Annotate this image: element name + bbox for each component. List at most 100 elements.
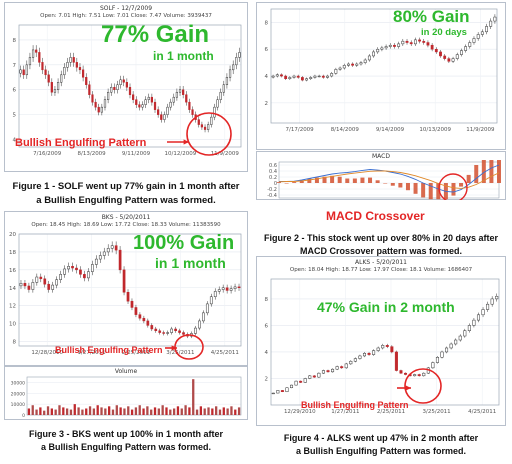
volume-bar xyxy=(31,405,34,415)
fig3-candle xyxy=(63,268,66,275)
fig2-candle xyxy=(280,74,283,77)
fig3-candle xyxy=(213,291,217,297)
fig1-candle xyxy=(88,84,91,95)
fig2-x-tick-label: 9/14/2009 xyxy=(376,127,405,133)
figure3-pattern-label: Bullish Engulfing Pattern xyxy=(55,345,163,355)
figure3-volume-title: Volume xyxy=(114,368,138,375)
fig1-candle xyxy=(175,91,179,98)
fig3-candle xyxy=(130,300,134,308)
fig1-candle xyxy=(203,126,207,130)
fig2-candle xyxy=(351,63,355,66)
fig1-candle xyxy=(50,82,53,93)
fig2-y-tick-label: 8 xyxy=(265,20,269,26)
volume-y-tick-label: 30000 xyxy=(11,380,25,386)
figure4-chart-panel: ALKS - 5/20/2011 Open: 18.04 High: 18.77… xyxy=(256,256,506,426)
fig1-candle xyxy=(207,124,210,130)
fig2-candle xyxy=(338,67,342,70)
fig3-candle xyxy=(162,332,166,334)
fig4-candle xyxy=(344,363,348,369)
fig1-candle xyxy=(125,82,128,88)
fig2-candle xyxy=(359,62,363,65)
volume-bar xyxy=(65,408,69,415)
fig1-candle xyxy=(60,74,63,83)
macd-histogram-bar xyxy=(352,178,357,183)
fig3-candle xyxy=(102,251,106,256)
fig1-candle xyxy=(85,77,88,86)
figure2-macd-chart: 0.60.40.20-0.2-0.4 xyxy=(267,160,501,200)
fig4-candle xyxy=(358,355,362,359)
fig4-y-tick-label: 8 xyxy=(265,297,269,303)
volume-plot-frame xyxy=(26,376,242,416)
volume-bar xyxy=(92,408,96,415)
fig3-candle xyxy=(237,286,241,289)
fig4-y-tick-label: 4 xyxy=(265,350,269,356)
fig4-candle xyxy=(326,370,330,373)
figure1-chart-panel: SOLF - 12/7/2009 Open: 7.01 High: 7.51 L… xyxy=(4,2,248,172)
fig3-candle xyxy=(225,287,229,291)
fig1-candle xyxy=(53,89,57,93)
fig4-candle xyxy=(486,303,490,310)
macd-histogram-bar xyxy=(284,183,289,184)
fig1-candle xyxy=(78,67,82,71)
fig4-candle xyxy=(353,358,357,362)
macd-histogram-bar xyxy=(375,180,380,183)
volume-bar xyxy=(77,407,80,415)
fig2-candle xyxy=(451,58,455,62)
macd-histogram-bar xyxy=(330,175,335,183)
fig1-candle xyxy=(225,77,229,86)
fig4-x-tick-label: 3/25/2011 xyxy=(422,409,450,415)
macd-histogram-bar xyxy=(398,183,403,188)
fig1-candle xyxy=(160,114,163,120)
fig1-candle xyxy=(144,99,147,105)
fig1-x-tick-label: 10/12/2009 xyxy=(165,151,197,157)
volume-bar xyxy=(207,407,210,415)
fig2-x-tick-label: 10/13/2009 xyxy=(419,127,451,133)
figure1-caption-line2: a Bullish Engulfing Pattern was formed. xyxy=(36,194,216,206)
figure3-caption: Figure 3 - BKS went up 100% in 1 month a… xyxy=(4,428,248,454)
fig2-candle xyxy=(275,74,279,77)
fig1-candle xyxy=(141,104,144,108)
fig4-candle xyxy=(495,295,499,300)
volume-bar xyxy=(62,407,65,415)
macd-y-tick-label: 0.2 xyxy=(269,175,277,181)
fig1-candle xyxy=(157,109,160,115)
macd-signal-line xyxy=(278,170,500,189)
fig1-candle xyxy=(163,114,166,120)
fig2-candle xyxy=(405,40,409,43)
fig2-candle xyxy=(455,54,459,59)
fig2-candle xyxy=(334,69,338,74)
volume-bar xyxy=(195,409,199,415)
fig3-candle xyxy=(27,285,31,290)
fig3-candle xyxy=(110,245,114,249)
fig2-candle xyxy=(409,42,413,45)
volume-bar xyxy=(165,407,168,415)
fig4-plot-frame xyxy=(270,278,500,406)
fig1-candle xyxy=(219,91,222,100)
fig4-candle xyxy=(454,339,458,345)
fig1-candle xyxy=(110,86,113,93)
figure4-gain-text: 47% Gain in 2 month xyxy=(317,299,455,315)
macd-histogram-bar xyxy=(390,183,395,186)
fig1-candle xyxy=(25,64,28,76)
volume-bar xyxy=(215,406,218,415)
fig1-candle xyxy=(122,79,125,83)
fig1-candle xyxy=(138,104,141,108)
volume-bar xyxy=(130,409,134,415)
fig2-candle xyxy=(376,48,380,53)
fig3-candle xyxy=(106,248,110,253)
fig4-candle xyxy=(362,353,366,357)
fig3-candle xyxy=(194,327,197,334)
macd-histogram-bar xyxy=(314,177,319,183)
figure2-gain-text: 80% Gain xyxy=(393,7,470,26)
fig1-candle xyxy=(172,96,175,103)
fig1-candle xyxy=(22,69,25,76)
fig3-candle xyxy=(51,284,55,290)
volume-bar xyxy=(119,407,122,415)
fig4-candle xyxy=(321,370,325,374)
volume-bar xyxy=(138,405,141,415)
volume-bar xyxy=(150,409,153,415)
volume-bar xyxy=(35,409,38,415)
fig2-candle xyxy=(468,42,472,47)
fig3-candle xyxy=(59,274,62,280)
volume-bar xyxy=(192,379,195,415)
